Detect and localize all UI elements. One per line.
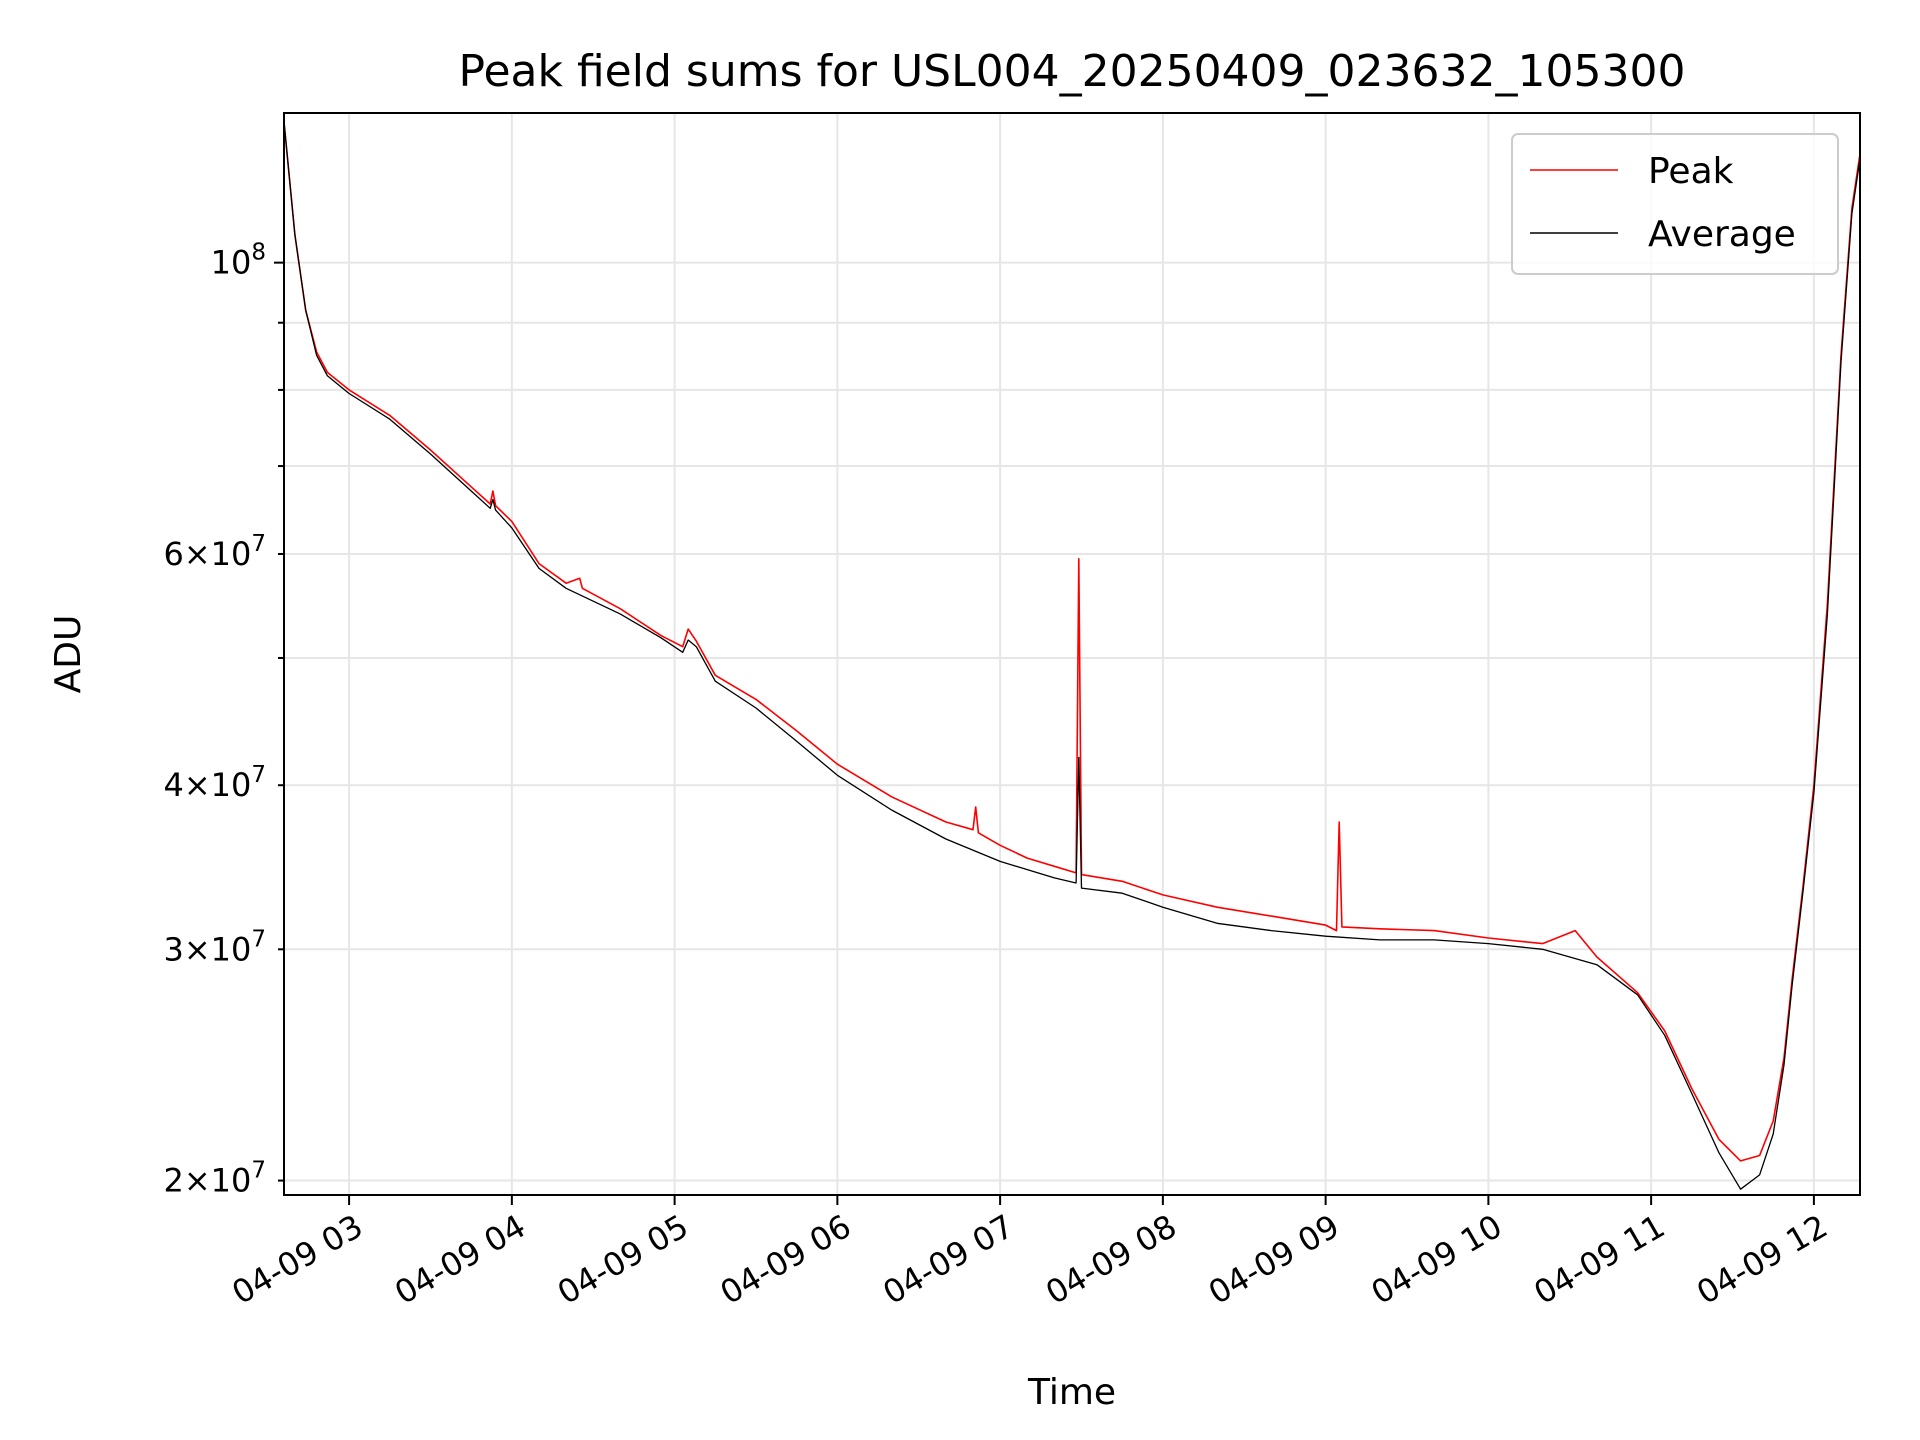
legend: Peak Average bbox=[1511, 133, 1839, 275]
plot-area-frame bbox=[283, 112, 1861, 1196]
chart-title: Peak field sums for USL004_20250409_0236… bbox=[459, 46, 1686, 97]
y-axis: 108 2×107 3×107 4×107 6×107 bbox=[163, 240, 284, 1200]
legend-label-average: Average bbox=[1648, 214, 1796, 255]
y-axis-label: ADU bbox=[48, 615, 89, 694]
y-tick-label: 3×107 bbox=[163, 926, 266, 968]
y-tick-label: 4×107 bbox=[163, 762, 266, 804]
legend-frame bbox=[1511, 133, 1839, 275]
legend-label-peak: Peak bbox=[1648, 151, 1734, 192]
plot-series bbox=[283, 121, 1861, 1190]
y-tick-label: 2×107 bbox=[163, 1158, 266, 1200]
x-axis-label: Time bbox=[1027, 1372, 1116, 1413]
series-line-average bbox=[283, 121, 1861, 1190]
y-tick-label: 6×107 bbox=[163, 531, 266, 573]
series-line-peak bbox=[283, 121, 1861, 1162]
y-tick-label: 108 bbox=[211, 240, 266, 282]
